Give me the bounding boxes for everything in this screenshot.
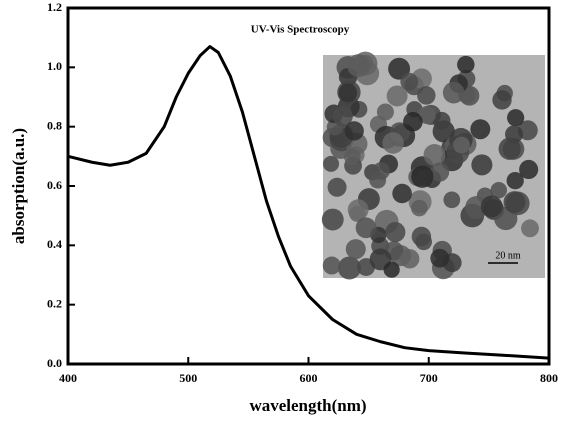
inset-image: 20 nm: [322, 52, 545, 280]
particle: [411, 200, 428, 217]
particle: [348, 199, 369, 220]
particle: [430, 249, 449, 268]
particle: [346, 239, 366, 259]
particle: [499, 138, 521, 160]
particle: [345, 121, 364, 140]
particle: [453, 137, 470, 154]
particle: [369, 172, 386, 189]
particle: [347, 54, 370, 77]
x-tick-label: 800: [540, 371, 558, 385]
particle: [344, 149, 361, 166]
particle: [521, 219, 539, 237]
particle: [417, 86, 435, 104]
particle: [385, 222, 405, 242]
particle: [384, 262, 400, 278]
particle: [411, 166, 433, 188]
chart-title: UV-Vis Spectroscopy: [251, 24, 350, 36]
particle: [328, 178, 347, 197]
particle: [471, 154, 492, 175]
particle: [507, 109, 524, 126]
particle: [323, 257, 341, 275]
x-tick-label: 500: [179, 371, 197, 385]
particle: [382, 132, 404, 154]
y-axis-label: absorption(a.u.): [9, 128, 28, 244]
particle: [504, 191, 526, 213]
particle: [322, 209, 344, 231]
y-tick-label: 0.6: [47, 178, 62, 192]
y-tick-label: 0.0: [47, 356, 62, 370]
particle: [470, 119, 490, 139]
particle: [457, 56, 474, 73]
y-tick-label: 1.2: [47, 0, 62, 14]
particle: [507, 172, 524, 189]
particle: [403, 112, 423, 132]
particle: [400, 249, 419, 268]
particle: [481, 196, 503, 218]
particle: [443, 82, 465, 104]
particle: [323, 156, 339, 172]
particle: [492, 90, 511, 109]
chart: UV-Vis Spectroscopy wavelength(nm) absor…: [0, 0, 563, 421]
x-tick-label: 600: [300, 371, 318, 385]
particle: [338, 257, 361, 280]
y-tick-label: 0.2: [47, 296, 62, 310]
x-axis-label: wavelength(nm): [249, 396, 366, 415]
particle: [400, 73, 418, 91]
y-tick-label: 0.8: [47, 118, 62, 132]
particle: [339, 83, 358, 102]
particle: [392, 184, 412, 204]
particle: [443, 191, 460, 208]
particle: [356, 217, 377, 238]
x-tick-label: 700: [420, 371, 438, 385]
y-tick-label: 0.4: [47, 237, 62, 251]
x-tick-label: 400: [59, 371, 77, 385]
scale-label: 20 nm: [495, 250, 521, 261]
particle: [415, 233, 432, 250]
particle: [424, 144, 446, 166]
y-tick-label: 1.0: [47, 59, 62, 73]
